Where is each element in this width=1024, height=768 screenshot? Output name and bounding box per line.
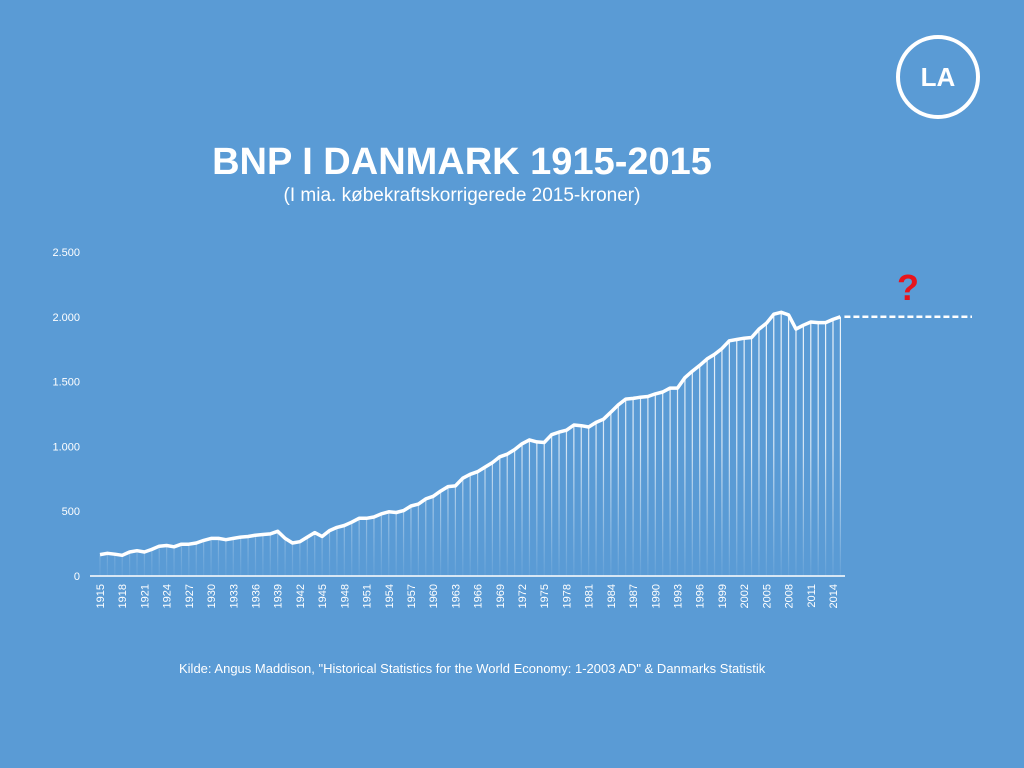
x-tick-label: 1966 [473, 584, 485, 608]
x-tick-label: 1996 [695, 584, 707, 608]
x-tick-label: 1939 [273, 584, 285, 608]
x-tick-label: 1951 [362, 584, 374, 608]
chart-subtitle: (I mia. købekraftskorrigerede 2015-krone… [284, 185, 641, 206]
x-tick-label: 2002 [739, 584, 751, 608]
x-tick-label: 1945 [317, 584, 329, 608]
x-tick-label: 1918 [117, 584, 129, 608]
x-tick-label: 1978 [561, 584, 573, 608]
x-tick-label: 1984 [606, 584, 618, 608]
y-tick-label: 1.000 [52, 441, 80, 453]
x-tick-label: 1969 [495, 584, 507, 608]
x-tick-label: 1921 [139, 584, 151, 608]
x-tick-label: 1975 [539, 584, 551, 608]
x-tick-label: 1972 [517, 584, 529, 608]
x-tick-label: 1993 [673, 584, 685, 608]
x-tick-label: 2008 [784, 584, 796, 608]
x-tick-label: 2014 [828, 584, 840, 608]
x-tick-label: 1942 [295, 584, 307, 608]
y-tick-label: 0 [74, 571, 80, 583]
source: Kilde: Angus Maddison, "Historical Stati… [179, 661, 766, 676]
x-tick-label: 1936 [250, 584, 262, 608]
y-tick-label: 2.000 [52, 312, 80, 324]
x-tick-label: 1990 [650, 584, 662, 608]
x-tick-label: 1927 [184, 584, 196, 608]
y-tick-label: 2.500 [52, 247, 80, 259]
x-tick-label: 1933 [228, 584, 240, 608]
x-tick-label: 2005 [761, 584, 773, 608]
x-tick-label: 1957 [406, 584, 418, 608]
x-tick-label: 1948 [339, 584, 351, 608]
y-tick-label: 500 [62, 506, 80, 518]
x-tick-label: 1963 [450, 584, 462, 608]
series-line [99, 310, 841, 558]
x-tick-label: 1930 [206, 584, 218, 608]
logo-ring [896, 35, 980, 119]
x-tick-label: 1954 [384, 584, 396, 608]
annotation: ? [897, 267, 919, 308]
x-tick-label: 1915 [95, 584, 107, 608]
x-tick-label: 1987 [628, 584, 640, 608]
logo: LA [921, 62, 956, 92]
x-tick-label: 2011 [806, 584, 818, 608]
x-tick-label: 1960 [428, 584, 440, 608]
x-tick-label: 1981 [584, 584, 596, 608]
chart-title: BNP I DANMARK 1915-2015 [212, 141, 712, 183]
x-tick-label: 1999 [717, 584, 729, 608]
y-tick-label: 1.500 [52, 377, 80, 389]
x-tick-label: 1924 [162, 584, 174, 608]
